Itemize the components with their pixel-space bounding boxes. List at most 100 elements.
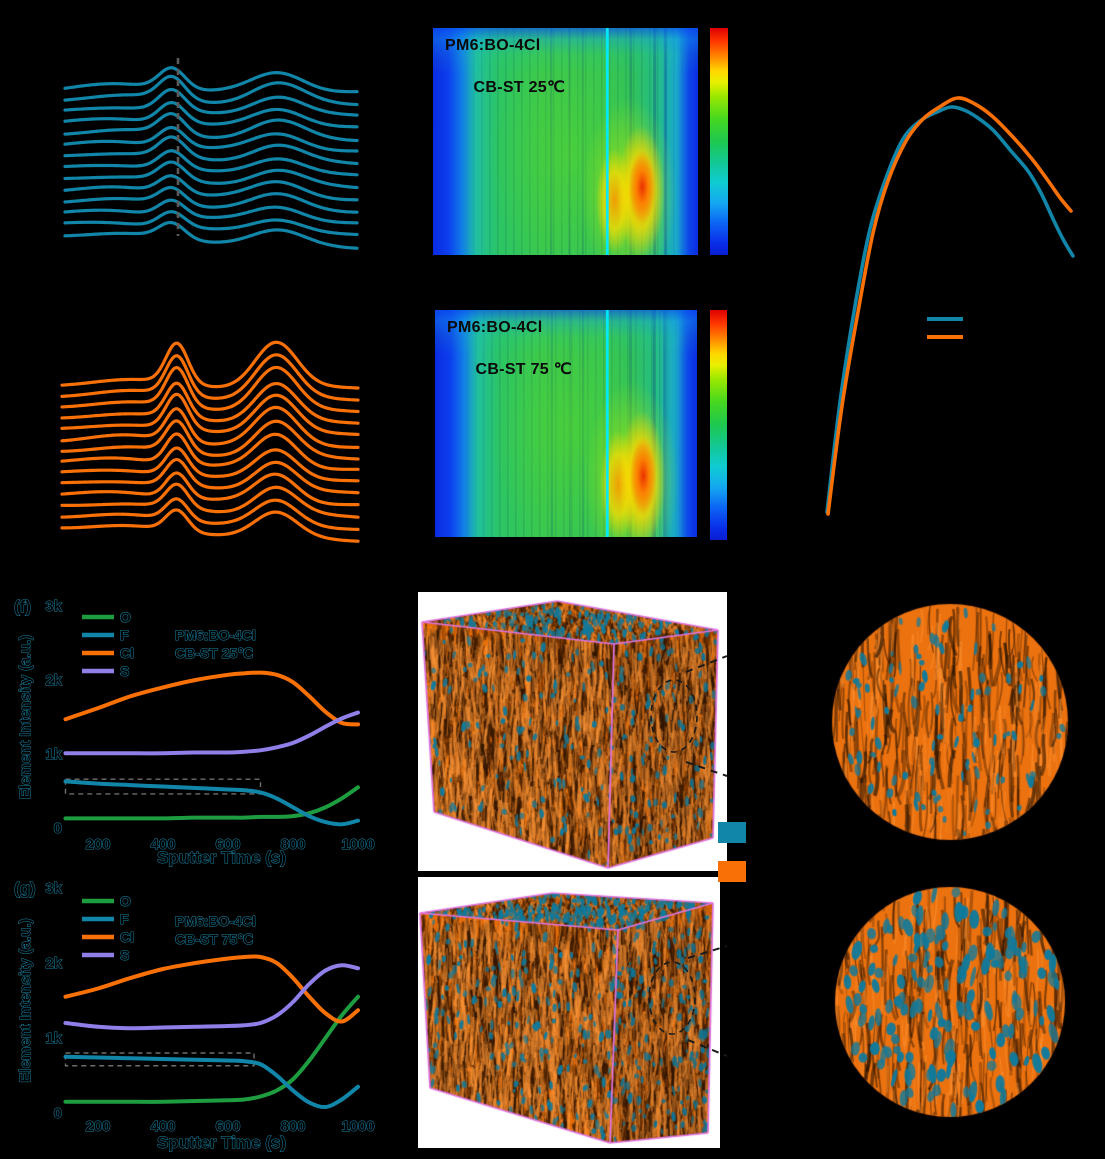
panel_g: (g) 0 1k 2k 3k 200 400 600 800 1000 Sputter Time (… (14, 879, 376, 1153)
x-axis-title: Sputter Time (s) (157, 1133, 286, 1152)
spectrum-curve (63, 111, 359, 143)
spectrum-curve (60, 497, 360, 532)
y-tick-label: 1k (45, 746, 62, 763)
callout-line (685, 655, 728, 673)
legend-label-S: S (120, 947, 129, 963)
legend-label-F: F (120, 911, 129, 927)
annotation-text: CB-ST 25℃ (175, 645, 253, 661)
heatmap-a-line1: PM6:BO-4Cl (445, 37, 541, 54)
series-orange-curve (826, 96, 1073, 516)
heatmap-insitu-25C: PM6:BO-4Cl CB-ST 25℃ (433, 28, 698, 255)
cube-canvas-b (418, 877, 720, 1148)
spectrum-curve (60, 405, 360, 449)
series-F (63, 1054, 360, 1110)
y-axis-title: Element Intensity (a.u.) (17, 635, 34, 799)
legend-label-O: O (120, 893, 131, 909)
x-tick-label: 600 (215, 836, 240, 853)
dashed-highlight-box (64, 778, 262, 795)
x-tick-label: 200 (85, 836, 110, 853)
series-Cl (63, 670, 360, 727)
x-tick-label: 200 (85, 1118, 110, 1135)
x-tick-label: 800 (280, 836, 305, 853)
acceptor-swatch (718, 822, 746, 843)
zoom-callout (650, 655, 728, 777)
callout-ellipse (650, 679, 698, 753)
cube-canvas-a (418, 592, 727, 871)
panel_b_stacked (60, 340, 360, 543)
spectrum-curve (63, 74, 359, 107)
x-tick-label: 1000 (341, 836, 374, 853)
spectrum-curve (60, 365, 360, 414)
legend-label-F: F (120, 627, 129, 643)
spectrum-curve (60, 419, 360, 461)
x-tick-label: 600 (215, 1118, 240, 1135)
spectrum-curve (63, 87, 359, 117)
legend-label-Cl: Cl (120, 645, 134, 661)
heatmap-a-line2: CB-ST 25℃ (473, 78, 566, 96)
legend-label-O: O (120, 609, 131, 625)
panel_f: (f) 0 1k 2k 3k 200 400 600 800 1000 Sputter Time (… (14, 597, 376, 868)
series-teal-curve (825, 105, 1075, 514)
x-axis-title: Sputter Time (s) (157, 848, 286, 867)
heatmap-label-75C: PM6:BO-4Cl CB-ST 75 ℃ (447, 318, 572, 380)
y-tick-label: 2k (45, 955, 62, 972)
y-tick-label: 2k (45, 672, 62, 689)
heatmap-insitu-75C: PM6:BO-4Cl CB-ST 75 ℃ (435, 310, 697, 537)
spectrum-curve (60, 457, 360, 495)
callout-line (687, 945, 728, 959)
panel-label: (g) (14, 879, 36, 898)
panel_a_stacked (63, 58, 359, 250)
spectrum-curve (63, 174, 359, 202)
heatmap-b-line2: CB-ST 75 ℃ (475, 360, 573, 378)
circle-inset-b (834, 886, 1066, 1118)
spectrum-curve (60, 340, 360, 390)
x-tick-label: 400 (150, 1118, 175, 1135)
series-O (63, 785, 360, 821)
callout-ellipse (648, 961, 696, 1035)
spectrum-curve (63, 160, 359, 190)
legend-label-S: S (120, 663, 129, 679)
spectrum-curve (63, 66, 359, 94)
zoom-callout (648, 945, 728, 1057)
spectrum-curve (60, 392, 360, 437)
heatmap-label-25C: PM6:BO-4Cl CB-ST 25℃ (445, 36, 565, 98)
colorbar-b (710, 310, 727, 540)
y-tick-label: 3k (45, 598, 62, 615)
spectrum-curve (63, 101, 359, 129)
spectrum-curve (60, 381, 360, 425)
spectrum-curve (63, 198, 359, 225)
y-tick-label: 1k (45, 1030, 62, 1047)
spectrum-curve (63, 185, 359, 214)
callout-line (687, 1039, 728, 1057)
x-tick-label: 1000 (341, 1118, 374, 1135)
spectrum-curve (60, 353, 360, 402)
annotation-text: PM6:BO-4Cl (175, 627, 256, 643)
dashed-highlight-box (64, 1052, 255, 1067)
series-Cl (63, 954, 360, 1024)
series-F (63, 779, 360, 827)
spectrum-curve (63, 135, 359, 166)
spectrum-curve (60, 471, 360, 507)
spectrum-curve (63, 125, 359, 153)
series-S (63, 963, 360, 1031)
y-tick-label: 0 (54, 820, 62, 837)
y-tick-label: 3k (45, 880, 62, 897)
spectrum-curve (60, 446, 360, 483)
spectrum-curve (60, 432, 360, 471)
circle-inset-a (831, 603, 1069, 841)
y-tick-label: 0 (54, 1105, 62, 1122)
series-S (63, 710, 360, 756)
spectrum-curve (60, 508, 360, 543)
y-axis-title: Element Intensity (a.u.) (17, 918, 34, 1082)
spectrum-curve (60, 482, 360, 519)
x-tick-label: 800 (280, 1118, 305, 1135)
legend-label-Cl: Cl (120, 929, 134, 945)
donor-swatch (718, 861, 746, 882)
panel_c (825, 96, 1075, 516)
spectrum-curve (63, 149, 359, 177)
annotation-text: CB-ST 75℃ (175, 931, 253, 947)
series-O (63, 994, 360, 1104)
x-tick-label: 400 (150, 836, 175, 853)
